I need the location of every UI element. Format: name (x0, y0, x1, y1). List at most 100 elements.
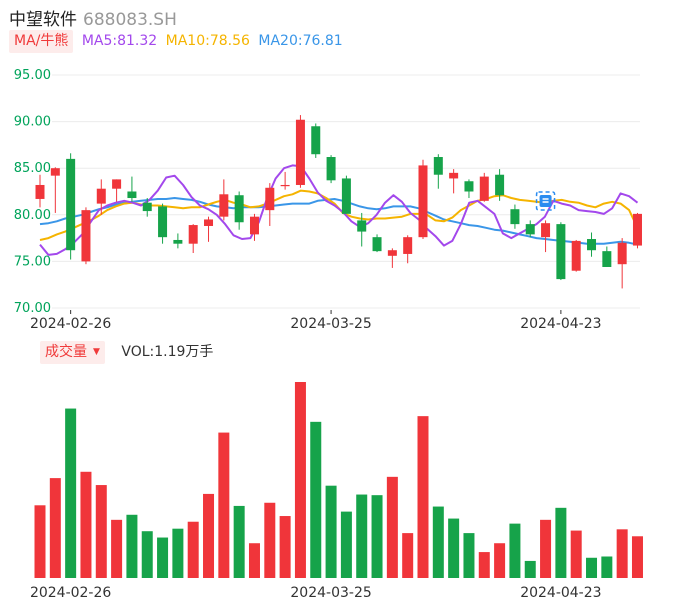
volume-selector-label: 成交量 (45, 344, 87, 360)
volume-selector-button[interactable]: 成交量 ▼ (40, 341, 105, 364)
volume-bar (586, 557, 598, 578)
price-x-axis: 2024-02-26 2024-03-25 2024-04-23 (30, 310, 602, 332)
candle (295, 115, 305, 188)
candle (112, 179, 122, 202)
candle-body (387, 250, 397, 256)
ma20-line (39, 197, 638, 246)
volume-bar (371, 495, 383, 578)
candle (617, 238, 627, 289)
x-tick-label: 2024-02-26 (30, 316, 111, 332)
stock-name: 中望软件 (9, 10, 77, 30)
candle-body (112, 179, 122, 189)
volume-bar (570, 530, 582, 578)
stock-header: 中望软件 688083.SH (9, 5, 177, 30)
candle (571, 239, 581, 272)
volume-bar (524, 560, 536, 578)
candle (96, 179, 106, 215)
volume-bar (540, 519, 552, 578)
candle (280, 171, 290, 190)
volume-bar (233, 505, 245, 578)
volume-bar (80, 471, 92, 578)
candle (204, 216, 214, 242)
candle (632, 212, 642, 249)
candle-body (173, 239, 183, 244)
candles (35, 115, 642, 289)
candle (35, 174, 45, 208)
candle (495, 169, 505, 201)
volume-bar (448, 518, 460, 578)
candle-body (556, 224, 566, 280)
candle (188, 224, 198, 254)
volume-bar (248, 543, 260, 578)
candle-body (510, 209, 520, 225)
y-tick-label: 75.00 (14, 254, 51, 269)
candle-body (142, 202, 152, 212)
candle (556, 222, 566, 281)
candle-body (50, 168, 60, 176)
candle (158, 203, 168, 244)
candle (449, 169, 459, 194)
candle-body (341, 178, 351, 214)
candle (311, 123, 321, 158)
candle (173, 233, 183, 249)
candle-body (357, 220, 367, 232)
volume-bar (631, 536, 643, 578)
candle-body (571, 240, 581, 271)
volume-bar (187, 521, 199, 578)
candle (387, 248, 397, 268)
candle (127, 176, 137, 202)
candle-body (602, 251, 612, 267)
volume-bar (325, 485, 337, 578)
candle-body (249, 216, 259, 235)
volume-bar (279, 516, 291, 578)
y-tick-label: 70.00 (14, 301, 51, 316)
y-tick-label: 95.00 (14, 68, 51, 83)
badge-glyph (542, 198, 549, 203)
candle (234, 191, 244, 230)
moving-average-lines (39, 164, 639, 256)
volume-bar (417, 416, 429, 578)
volume-bar (463, 533, 475, 578)
candle-body (81, 210, 91, 262)
ma5-value: MA5:81.32 (81, 33, 158, 49)
ma-selector-button[interactable]: MA/牛熊 (9, 30, 74, 53)
volume-bar (555, 507, 567, 578)
volume-bar (340, 511, 352, 578)
volume-bar (478, 552, 490, 578)
candle-body (158, 206, 168, 238)
price-grid: 95.00 90.00 85.00 80.00 75.00 70.00 (14, 68, 640, 316)
candle-body (295, 119, 305, 185)
candle (464, 179, 474, 199)
volume-bar (402, 533, 414, 578)
candle (219, 179, 229, 221)
candle (265, 183, 275, 226)
candle (66, 153, 76, 260)
volume-bar (203, 493, 215, 578)
y-tick-label: 90.00 (14, 115, 51, 130)
x-tick-label: 2024-02-26 (30, 585, 111, 601)
candle (418, 159, 428, 240)
candle (403, 235, 413, 264)
candle-body (464, 181, 474, 192)
volume-bar (65, 408, 77, 578)
candle-body (403, 237, 413, 254)
candle-body (326, 157, 336, 181)
volume-bar (126, 514, 138, 578)
candle (50, 167, 60, 213)
candle-body (311, 126, 321, 155)
candle-body (66, 158, 76, 251)
volume-bar (432, 506, 444, 578)
candle-body (479, 176, 489, 201)
candle-body (234, 195, 244, 223)
x-tick-label: 2024-04-23 (520, 316, 601, 332)
candle-body (219, 194, 229, 217)
ma20-value: MA20:76.81 (258, 33, 343, 49)
volume-bar (157, 537, 169, 578)
candle (602, 246, 612, 267)
brand-badge-icon (535, 191, 556, 211)
volume-bars (34, 382, 643, 578)
candle (541, 220, 551, 253)
candle-body (495, 174, 505, 196)
volume-bar (386, 476, 398, 578)
